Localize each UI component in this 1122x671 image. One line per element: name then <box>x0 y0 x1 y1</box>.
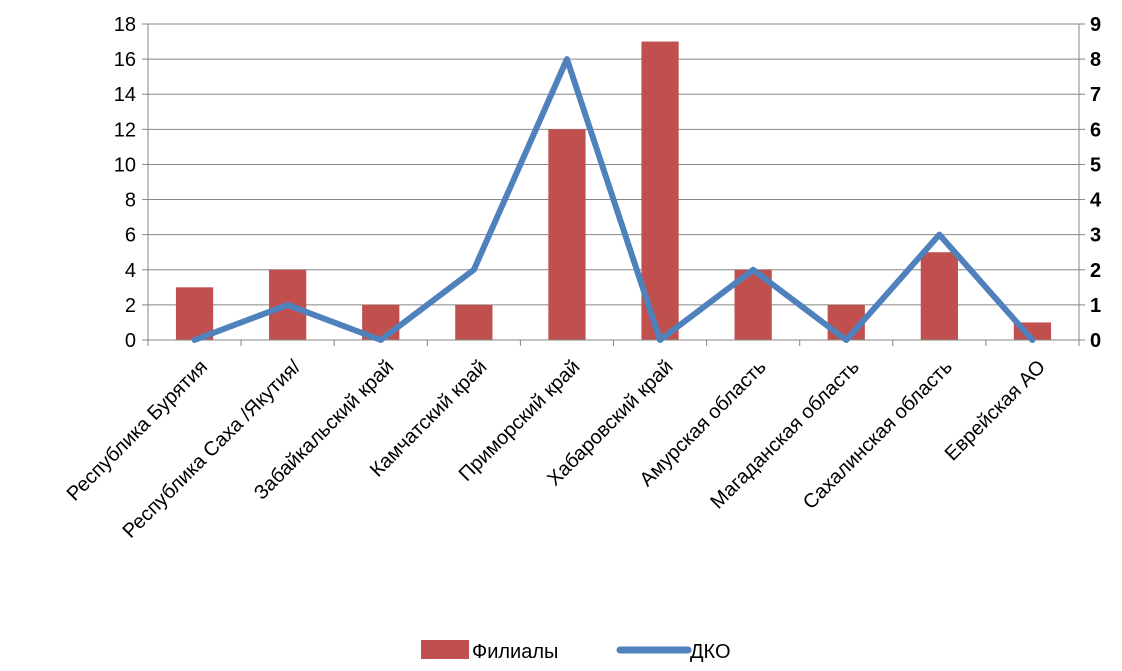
right-tick-label: 8 <box>1090 49 1101 71</box>
left-tick-label: 2 <box>125 295 136 317</box>
left-tick-label: 18 <box>114 14 136 36</box>
left-tick-label: 8 <box>125 190 136 212</box>
axes <box>142 23 1085 346</box>
left-tick-label: 4 <box>125 260 136 282</box>
category-label: Республика Саха /Якутия/ <box>119 356 306 543</box>
left-axis-ticks: 0 2 4 6 8 10 12 14 16 18 <box>114 14 136 352</box>
line-series <box>191 56 1036 343</box>
right-tick-label: 1 <box>1090 295 1101 317</box>
bar <box>920 252 958 340</box>
right-tick-label: 4 <box>1090 190 1102 212</box>
right-tick-label: 6 <box>1090 119 1101 141</box>
legend-label-bars: Филиалы <box>472 641 558 663</box>
right-tick-label: 3 <box>1090 225 1101 247</box>
bar <box>548 129 586 340</box>
legend-label-line: ДКО <box>690 641 731 663</box>
left-tick-label: 12 <box>114 119 136 141</box>
legend: Филиалы ДКО <box>421 640 731 663</box>
left-tick-label: 16 <box>114 49 136 71</box>
category-label: Сахалинская область <box>799 356 957 514</box>
bar <box>455 304 493 340</box>
left-tick-label: 10 <box>114 154 136 176</box>
category-label: Еврейская АО <box>941 356 1050 465</box>
right-tick-label: 0 <box>1090 330 1101 352</box>
left-tick-label: 6 <box>125 225 136 247</box>
left-tick-label: 14 <box>114 84 136 106</box>
category-label: Магаданская область <box>706 356 863 513</box>
right-tick-label: 5 <box>1090 154 1101 176</box>
bar <box>641 41 679 341</box>
left-tick-label: 0 <box>125 330 136 352</box>
bar <box>175 287 214 340</box>
right-tick-label: 2 <box>1090 260 1101 282</box>
legend-swatch-bars <box>421 640 469 659</box>
right-tick-label: 9 <box>1090 14 1101 36</box>
right-axis-ticks: 0 1 2 3 4 5 6 7 8 9 <box>1090 14 1102 352</box>
line-series-path <box>191 56 1036 343</box>
right-tick-label: 7 <box>1090 84 1101 106</box>
